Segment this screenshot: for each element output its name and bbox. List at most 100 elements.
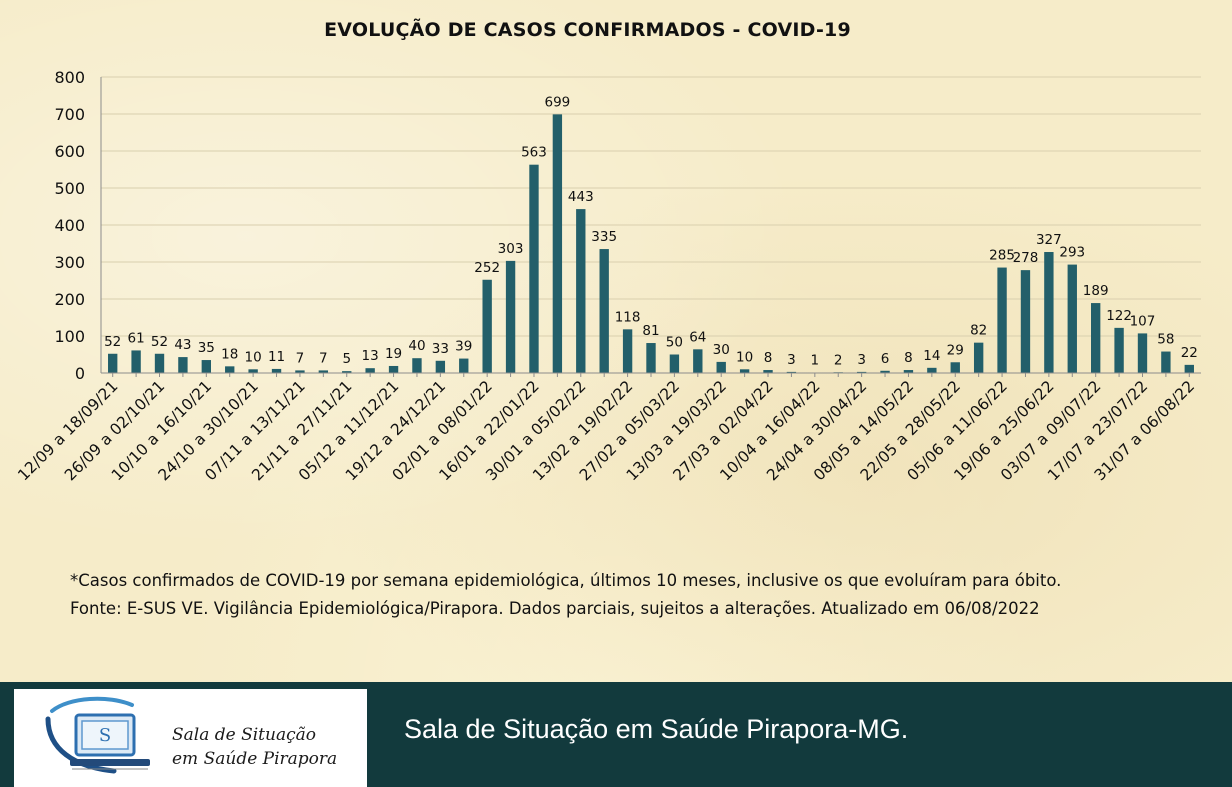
data-label: 293 <box>1059 245 1085 261</box>
bar <box>225 366 235 373</box>
y-tick-label: 0 <box>75 364 85 383</box>
bar <box>529 164 539 373</box>
bar <box>131 350 141 373</box>
data-label: 278 <box>1013 250 1039 266</box>
data-label: 3 <box>787 352 796 368</box>
data-label: 18 <box>221 346 238 362</box>
data-label: 11 <box>268 349 285 365</box>
data-label: 252 <box>474 260 500 276</box>
y-tick-label: 300 <box>54 253 85 272</box>
bar <box>201 360 211 373</box>
data-label: 122 <box>1106 308 1132 324</box>
data-label: 303 <box>498 241 524 257</box>
bar <box>365 368 375 373</box>
bar <box>178 357 188 373</box>
footnote-source: Fonte: E-SUS VE. Vigilância Epidemiológi… <box>70 599 1040 618</box>
bar <box>856 371 867 373</box>
data-label: 2 <box>834 352 843 368</box>
data-label: 29 <box>947 342 964 358</box>
data-label: 107 <box>1130 313 1156 329</box>
bar <box>1044 252 1054 373</box>
bar <box>412 358 422 373</box>
data-labels: 52 61 52 43 35 18 10 11 7 7 5 13 19 40 33 3925230356369… <box>104 94 1198 368</box>
bar <box>950 362 960 373</box>
data-label: 327 <box>1036 232 1062 248</box>
bar <box>1161 351 1171 373</box>
data-label: 19 <box>385 346 402 362</box>
data-label: 58 <box>1157 332 1174 348</box>
bar <box>716 361 726 373</box>
bar <box>295 370 305 373</box>
bar <box>1091 303 1101 373</box>
data-label: 285 <box>989 248 1015 264</box>
data-label: 5 <box>342 351 351 367</box>
data-label: 13 <box>362 348 379 364</box>
bar <box>318 370 329 373</box>
data-label: 189 <box>1083 283 1109 299</box>
data-label: 3 <box>857 352 866 368</box>
bar <box>1114 327 1124 373</box>
footer-title: Sala de Situação em Saúde Pirapora-MG. <box>404 714 909 744</box>
bar <box>1020 270 1031 373</box>
bar-chart: 0 100 200 300 400 500 600 700 800 12/09 a 18/09/… <box>14 68 1201 484</box>
y-tick-label: 800 <box>54 68 85 87</box>
bar <box>880 370 890 373</box>
data-label: 81 <box>642 323 659 339</box>
logo-line-1: Sala de Situação <box>172 725 316 745</box>
data-label: 22 <box>1181 345 1198 361</box>
y-tick-label: 700 <box>54 105 85 124</box>
chart-title: EVOLUÇÃO DE CASOS CONFIRMADOS - COVID-19 <box>324 19 851 41</box>
logo-text: Sala de Situação em Saúde Pirapora <box>172 723 337 771</box>
bar <box>646 343 656 373</box>
data-label: 35 <box>198 340 215 356</box>
bar <box>693 349 703 373</box>
bar <box>154 353 165 373</box>
data-label: 33 <box>432 341 449 357</box>
bar <box>576 209 586 373</box>
bar <box>786 371 797 373</box>
data-label: 1 <box>811 353 820 369</box>
bar <box>1184 364 1194 373</box>
data-label: 82 <box>970 323 987 339</box>
y-tick-label: 200 <box>54 290 85 309</box>
data-label: 118 <box>615 309 641 325</box>
bar <box>669 354 680 373</box>
y-tick-label: 500 <box>54 179 85 198</box>
data-label: 30 <box>713 342 730 358</box>
logo-line-2: em Saúde Pirapora <box>172 749 338 769</box>
bar <box>342 371 352 373</box>
bar <box>739 369 750 373</box>
data-label: 52 <box>151 334 168 350</box>
data-label: 40 <box>408 338 425 354</box>
data-label: 61 <box>128 330 145 346</box>
data-label: 563 <box>521 145 547 161</box>
bar <box>505 260 516 373</box>
bar <box>552 114 563 374</box>
data-label: 335 <box>591 229 617 245</box>
bar <box>997 267 1007 373</box>
bars <box>108 114 1194 374</box>
bar <box>482 279 492 373</box>
data-label: 7 <box>296 350 305 366</box>
data-label: 14 <box>923 348 940 364</box>
bar <box>388 365 399 373</box>
data-label: 6 <box>881 351 890 367</box>
bar <box>622 329 633 373</box>
bar <box>1137 333 1148 373</box>
data-label: 64 <box>689 329 706 345</box>
logo-letter: S <box>99 725 111 746</box>
y-tick-label: 100 <box>54 327 85 346</box>
bar <box>599 249 609 373</box>
data-label: 8 <box>764 350 773 366</box>
footnote-cases: *Casos confirmados de COVID-19 por seman… <box>70 571 1062 590</box>
data-label: 10 <box>736 349 753 365</box>
logo: S Sala de Situação em Saúde Pirapora <box>14 689 367 787</box>
bar <box>973 342 984 373</box>
bar <box>435 360 446 373</box>
data-label: 443 <box>568 189 594 205</box>
bar <box>459 358 469 373</box>
bar <box>763 370 773 373</box>
monitor-logo-icon: S <box>45 696 150 774</box>
bar <box>248 369 258 373</box>
